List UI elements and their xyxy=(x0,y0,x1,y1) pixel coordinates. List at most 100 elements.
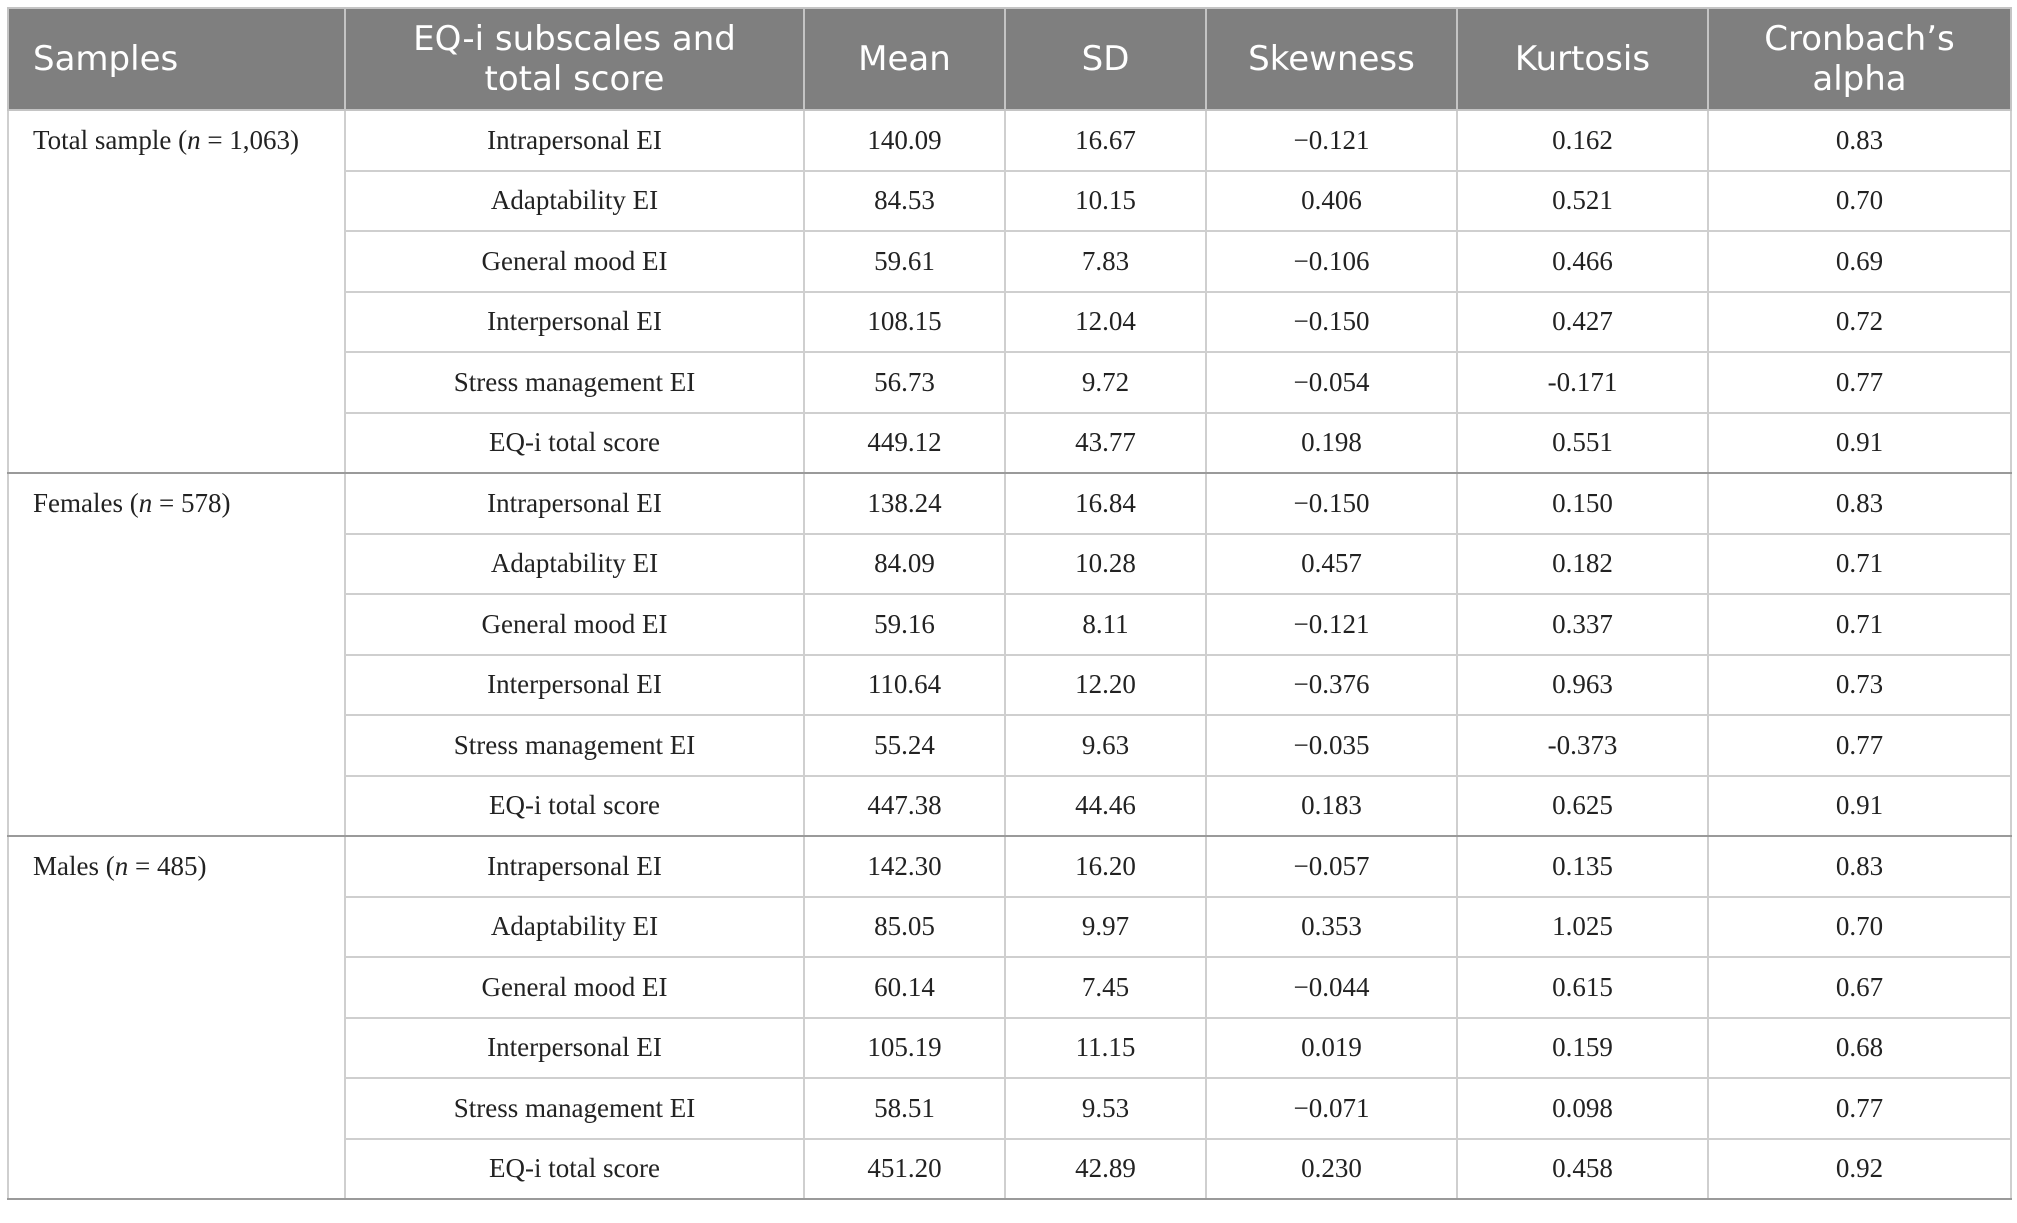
cell-subscale: General mood EI xyxy=(344,230,805,293)
cell-alpha: 0.91 xyxy=(1707,411,2012,474)
cell-kurtosis: 1.025 xyxy=(1456,895,1709,958)
cell-alpha: 0.77 xyxy=(1707,1077,2012,1140)
cell-mean: 59.61 xyxy=(803,230,1006,293)
cell-alpha: 0.83 xyxy=(1707,109,2012,172)
cell-sd: 9.72 xyxy=(1004,351,1207,414)
cell-alpha: 0.83 xyxy=(1707,835,2012,898)
cell-skewness: −0.150 xyxy=(1205,290,1458,353)
cell-kurtosis: -0.373 xyxy=(1456,714,1709,777)
cell-subscale: EQ-i total score xyxy=(344,774,805,837)
cell-skewness: −0.150 xyxy=(1205,472,1458,535)
table-header: Samples EQ-i subscales and total score M… xyxy=(7,7,2012,111)
cell-subscale: Adaptability EI xyxy=(344,169,805,232)
cell-sd: 9.53 xyxy=(1004,1077,1207,1140)
cell-kurtosis: 0.098 xyxy=(1456,1077,1709,1140)
cell-skewness: 0.230 xyxy=(1205,1137,1458,1200)
cell-subscale: Stress management EI xyxy=(344,714,805,777)
cell-subscale: General mood EI xyxy=(344,593,805,656)
table-row: Adaptability EI 84.53 10.15 0.406 0.521 0.70 xyxy=(8,169,2012,232)
cell-skewness: −0.044 xyxy=(1205,956,1458,1019)
cell-subscale: EQ-i total score xyxy=(344,1137,805,1200)
cell-mean: 138.24 xyxy=(803,472,1006,535)
cell-subscale: Stress management EI xyxy=(344,351,805,414)
header-row: Samples EQ-i subscales and total score M… xyxy=(7,7,2012,111)
cell-kurtosis: 0.466 xyxy=(1456,230,1709,293)
cell-sd: 10.15 xyxy=(1004,169,1207,232)
cell-subscale: Adaptability EI xyxy=(344,532,805,595)
cell-kurtosis: 0.182 xyxy=(1456,532,1709,595)
cell-mean: 105.19 xyxy=(803,1016,1006,1079)
cell-skewness: 0.457 xyxy=(1205,532,1458,595)
cell-kurtosis: 0.135 xyxy=(1456,835,1709,898)
sample-n-value: = 485) xyxy=(128,851,207,881)
cell-kurtosis: 0.521 xyxy=(1456,169,1709,232)
cell-sd: 9.63 xyxy=(1004,714,1207,777)
table-row: Stress management EI 55.24 9.63 −0.035 -0.37… xyxy=(8,714,2012,777)
cell-alpha: 0.69 xyxy=(1707,230,2012,293)
sample-n-symbol: n xyxy=(187,125,201,155)
sample-label: Total sample xyxy=(33,125,172,155)
table-row: EQ-i total score 451.20 42.89 0.230 0.458 0.9… xyxy=(8,1137,2012,1200)
header-sd: SD xyxy=(1004,7,1207,111)
sample-label: Males xyxy=(33,851,99,881)
cell-alpha: 0.91 xyxy=(1707,774,2012,837)
table-row: General mood EI 59.61 7.83 −0.106 0.466 0.69 xyxy=(8,230,2012,293)
cell-skewness: −0.054 xyxy=(1205,351,1458,414)
cell-mean: 108.15 xyxy=(803,290,1006,353)
cell-skewness: −0.035 xyxy=(1205,714,1458,777)
cell-alpha: 0.71 xyxy=(1707,593,2012,656)
cell-sd: 7.83 xyxy=(1004,230,1207,293)
table-row: Stress management EI 56.73 9.72 −0.054 -0.17… xyxy=(8,351,2012,414)
cell-kurtosis: 0.458 xyxy=(1456,1137,1709,1200)
table-row: Adaptability EI 84.09 10.28 0.457 0.182 0.71 xyxy=(8,532,2012,595)
cell-mean: 110.64 xyxy=(803,653,1006,716)
cell-alpha: 0.72 xyxy=(1707,290,2012,353)
cell-mean: 449.12 xyxy=(803,411,1006,474)
cell-mean: 58.51 xyxy=(803,1077,1006,1140)
cell-kurtosis: 0.551 xyxy=(1456,411,1709,474)
table-row: EQ-i total score 449.12 43.77 0.198 0.551 0.9… xyxy=(8,411,2012,474)
cell-alpha: 0.92 xyxy=(1707,1137,2012,1200)
cell-subscale: Intrapersonal EI xyxy=(344,472,805,535)
cell-subscale: Interpersonal EI xyxy=(344,290,805,353)
cell-skewness: −0.121 xyxy=(1205,109,1458,172)
table-row: General mood EI 60.14 7.45 −0.044 0.615 0.67 xyxy=(8,956,2012,1019)
cell-kurtosis: 0.963 xyxy=(1456,653,1709,716)
cell-alpha: 0.70 xyxy=(1707,169,2012,232)
cell-subscale: Interpersonal EI xyxy=(344,1016,805,1079)
cell-subscale: Stress management EI xyxy=(344,1077,805,1140)
cell-mean: 140.09 xyxy=(803,109,1006,172)
header-samples: Samples xyxy=(7,7,346,111)
cell-skewness: −0.121 xyxy=(1205,593,1458,656)
cell-kurtosis: 0.162 xyxy=(1456,109,1709,172)
cell-sd: 16.67 xyxy=(1004,109,1207,172)
cell-sd: 16.84 xyxy=(1004,472,1207,535)
cell-alpha: 0.67 xyxy=(1707,956,2012,1019)
header-kurtosis: Kurtosis xyxy=(1456,7,1709,111)
cell-sd: 8.11 xyxy=(1004,593,1207,656)
cell-mean: 55.24 xyxy=(803,714,1006,777)
cell-mean: 56.73 xyxy=(803,351,1006,414)
cell-alpha: 0.77 xyxy=(1707,351,2012,414)
sample-group-label: Total sample (n = 1,063) xyxy=(7,109,346,474)
cell-sd: 7.45 xyxy=(1004,956,1207,1019)
cell-sd: 43.77 xyxy=(1004,411,1207,474)
sample-n-value: = 1,063) xyxy=(200,125,300,155)
header-subscales-line1: EQ-i subscales and xyxy=(413,19,736,59)
cell-sd: 12.04 xyxy=(1004,290,1207,353)
sample-label: Females xyxy=(33,488,123,518)
cell-skewness: 0.198 xyxy=(1205,411,1458,474)
cell-skewness: −0.106 xyxy=(1205,230,1458,293)
table-row: Interpersonal EI 110.64 12.20 −0.376 0.963 0.… xyxy=(8,653,2012,716)
table-body: Total sample (n = 1,063) Intrapersonal EI… xyxy=(7,109,2012,1200)
cell-alpha: 0.83 xyxy=(1707,472,2012,535)
header-skewness: Skewness xyxy=(1205,7,1458,111)
header-subscales-line2: total score xyxy=(484,59,665,99)
sample-n-symbol: n xyxy=(138,488,153,518)
cell-sd: 12.20 xyxy=(1004,653,1207,716)
table-row: Interpersonal EI 108.15 12.04 −0.150 0.427 0.… xyxy=(8,290,2012,353)
cell-skewness: −0.376 xyxy=(1205,653,1458,716)
cell-alpha: 0.70 xyxy=(1707,895,2012,958)
header-alpha: Cronbach’s alpha xyxy=(1707,7,2012,111)
table-row: Adaptability EI 85.05 9.97 0.353 1.025 0.70 xyxy=(8,895,2012,958)
